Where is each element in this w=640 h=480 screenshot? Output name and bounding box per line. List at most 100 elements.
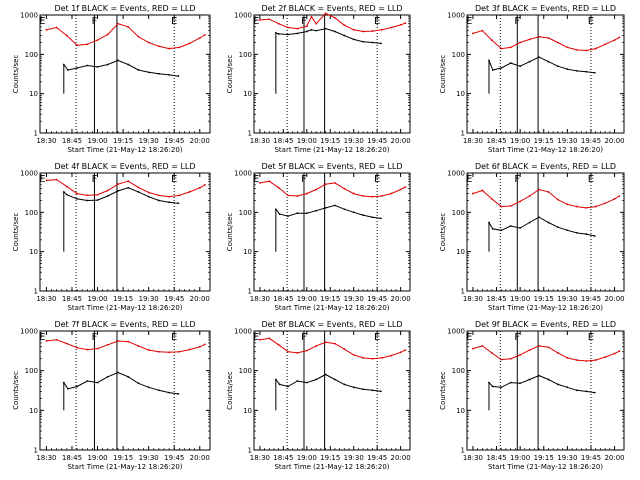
x-tick-label: 18:30	[36, 295, 56, 303]
lld-data-point	[362, 195, 364, 197]
region-marker-e: E	[39, 332, 45, 343]
x-tick-label: 19:15	[534, 454, 554, 462]
region-marker-e: E	[466, 16, 472, 27]
lld-data-point	[277, 343, 280, 346]
events-data-point	[352, 211, 355, 214]
events-data-point	[315, 209, 318, 212]
lld-data-point	[117, 340, 119, 342]
x-tick-label: 18:30	[250, 454, 270, 462]
x-tick-label: 20:00	[190, 454, 210, 462]
panel-title: Det 3f BLACK = Events, RED = LLD	[475, 4, 616, 13]
events-data-point	[117, 190, 119, 192]
x-tick-label: 19:15	[320, 137, 340, 145]
y-tick-label: 1	[34, 447, 38, 455]
lld-data-point	[371, 195, 374, 198]
lld-data-point	[399, 351, 402, 354]
events-data-point	[380, 217, 382, 220]
panel-det-4: Det 4f BLACK = Events, RED = LLD 1 10 100 10…	[12, 162, 211, 312]
y-axis-label: Counts/sec	[226, 371, 234, 410]
events-data-point	[547, 60, 550, 63]
lld-data-point	[490, 352, 493, 354]
y-axis-label: Counts/sec	[12, 213, 20, 252]
lld-data-point	[618, 350, 621, 353]
lld-data-point	[566, 203, 569, 206]
lld-data-point	[613, 352, 616, 355]
region-marker-e: E	[374, 174, 380, 185]
region-marker-f: F	[301, 174, 307, 185]
x-tick-label: 19:45	[367, 295, 387, 303]
x-tick-label: 18:45	[273, 454, 293, 462]
lld-data-point	[258, 182, 261, 184]
events-data-point	[310, 28, 313, 31]
events-data-point	[528, 60, 531, 63]
y-axis-label: Counts/sec	[439, 371, 447, 410]
events-data-point	[343, 34, 346, 37]
x-tick-label: 18:45	[62, 137, 82, 145]
x-tick-label: 20:00	[391, 295, 411, 303]
plot-frame	[253, 14, 411, 134]
lld-data-point	[594, 205, 597, 208]
lld-data-point	[203, 183, 206, 186]
lld-data-point	[287, 350, 289, 353]
x-axis-label: Start Time (21-May-12 18:26:20)	[67, 463, 182, 471]
events-data-point	[371, 41, 374, 44]
lld-data-point	[258, 19, 261, 21]
events-data-point	[509, 225, 512, 227]
lld-series-line	[472, 188, 620, 209]
events-series-line	[63, 371, 179, 395]
y-tick-label: 1	[461, 447, 465, 455]
events-data-point	[593, 71, 596, 74]
lld-data-point	[305, 25, 308, 28]
region-marker-f: F	[514, 332, 520, 343]
events-data-point	[76, 385, 78, 388]
events-data-point	[343, 208, 346, 211]
panel-det-9: Det 9f BLACK = Events, RED = LLD 1 10 100 10…	[439, 320, 625, 471]
x-tick-label: 19:45	[581, 454, 601, 462]
region-marker-e: E	[253, 16, 259, 27]
lld-data-point	[268, 337, 271, 340]
events-data-point	[177, 202, 180, 205]
x-tick-label: 19:15	[534, 295, 554, 303]
events-data-point	[106, 63, 109, 66]
x-tick-label: 19:30	[557, 137, 577, 145]
lld-data-point	[343, 24, 346, 27]
plot-frame	[466, 330, 625, 451]
x-tick-label: 18:45	[62, 295, 82, 303]
lld-series-line	[472, 345, 620, 362]
events-data-point	[127, 186, 130, 189]
events-data-point	[538, 216, 540, 219]
y-tick-label: 100	[452, 209, 465, 217]
x-tick-label: 19:00	[297, 295, 317, 303]
events-data-point	[86, 380, 89, 382]
lld-data-point	[55, 338, 58, 341]
lld-data-point	[315, 188, 318, 191]
lld-data-point	[198, 345, 201, 348]
events-data-point	[147, 386, 150, 389]
lld-data-point	[86, 348, 89, 351]
lld-data-point	[147, 349, 150, 351]
x-tick-label: 20:00	[604, 137, 624, 145]
lld-data-point	[519, 41, 522, 44]
panel-title: Det 2f BLACK = Events, RED = LLD	[261, 4, 402, 13]
x-tick-label: 19:00	[510, 137, 530, 145]
events-series-line	[275, 373, 381, 392]
lld-data-point	[538, 188, 540, 191]
lld-data-point	[519, 353, 522, 356]
region-marker-e: E	[253, 174, 259, 185]
region-marker-e: E	[374, 16, 380, 27]
events-data-point	[137, 69, 140, 71]
x-axis-label: Start Time (21-May-12 18:26:20)	[274, 146, 389, 154]
lld-data-point	[198, 186, 201, 189]
lld-data-point	[519, 200, 522, 203]
events-data-point	[86, 199, 89, 202]
events-series-line	[488, 56, 595, 74]
region-marker-e: E	[171, 174, 177, 185]
panel-det-6: Det 6f BLACK = Events, RED = LLD 1 10 100 10…	[439, 162, 625, 312]
y-tick-label: 1000	[234, 328, 252, 336]
lld-data-point	[528, 195, 531, 197]
events-data-point	[96, 199, 99, 201]
x-tick-label: 19:15	[113, 295, 133, 303]
events-series-line	[63, 59, 179, 77]
events-data-point	[96, 381, 99, 384]
